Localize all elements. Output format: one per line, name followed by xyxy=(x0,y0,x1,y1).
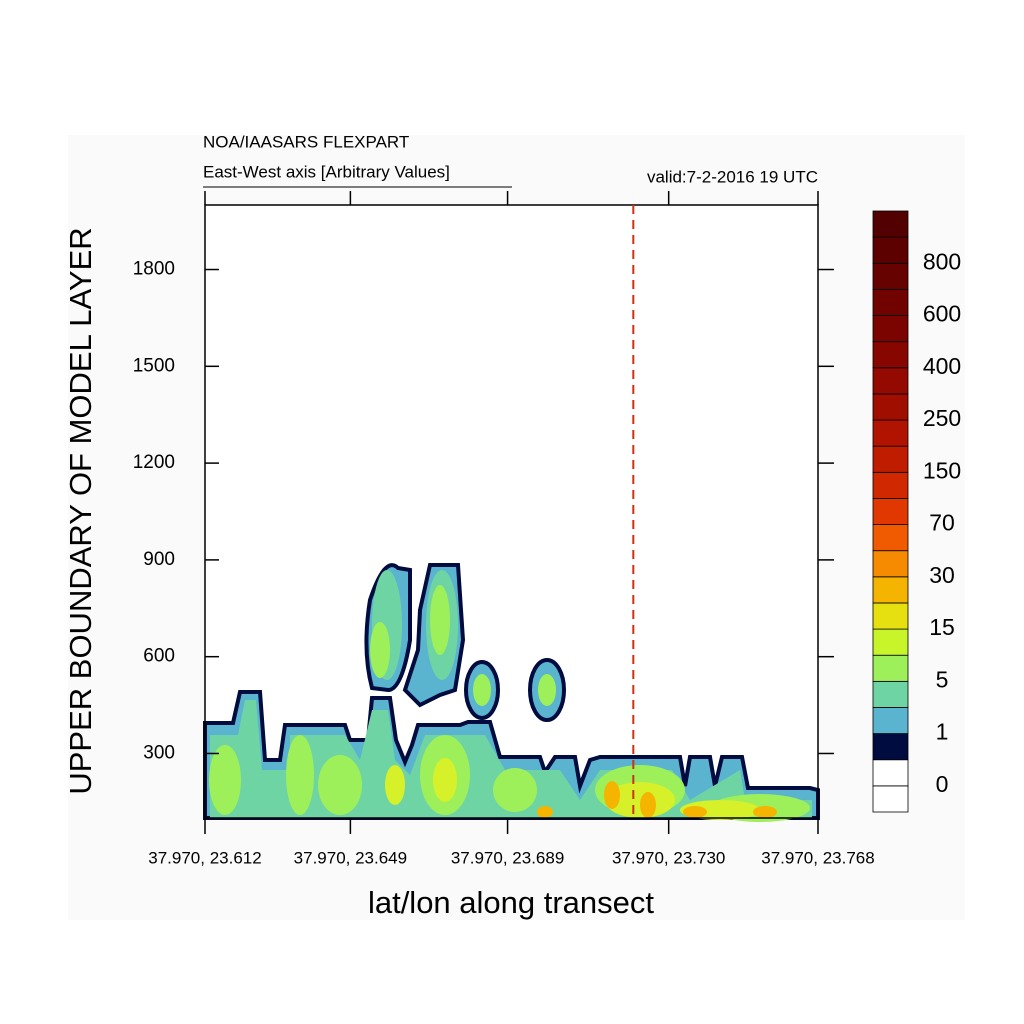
colorbar-box xyxy=(872,341,909,369)
colorbar-box xyxy=(872,262,909,290)
contour-region xyxy=(318,755,362,815)
contour-region xyxy=(430,585,450,655)
colorbar-box xyxy=(872,785,909,813)
contour-region xyxy=(537,806,553,818)
contour-region xyxy=(209,745,241,815)
colorbar-label: 30 xyxy=(929,562,955,588)
colorbar-box xyxy=(872,210,909,238)
colorbar-box xyxy=(872,236,909,264)
colorbar-box xyxy=(872,393,909,421)
plot-area xyxy=(205,205,818,818)
contour-region xyxy=(473,674,491,706)
colorbar-box xyxy=(872,680,909,708)
colorbar-box xyxy=(872,759,909,787)
contour-region xyxy=(605,782,675,818)
colorbar-label: 70 xyxy=(929,510,955,536)
contour-region xyxy=(640,792,656,818)
colorbar-box xyxy=(872,602,909,630)
contour-region xyxy=(385,765,405,805)
colorbar-box xyxy=(872,576,909,604)
colorbar-label: 800 xyxy=(923,248,961,274)
colorbar-box xyxy=(872,288,909,316)
colorbar-label: 1 xyxy=(936,719,949,745)
x-tick-label: 37.970, 23.768 xyxy=(761,848,874,867)
x-tick-label: 37.970, 23.612 xyxy=(148,848,261,867)
colorbar-box xyxy=(872,707,909,735)
colorbar-box xyxy=(872,628,909,656)
y-tick-label: 1200 xyxy=(133,452,175,473)
x-tick-label: 37.970, 23.689 xyxy=(451,848,564,867)
colorbar-label: 400 xyxy=(923,353,961,379)
y-tick-label: 1800 xyxy=(133,259,175,280)
colorbar-box xyxy=(872,445,909,473)
colorbar-box xyxy=(872,654,909,682)
colorbar-box xyxy=(872,471,909,499)
colorbar-label: 15 xyxy=(929,614,955,640)
chart-subtitle: East-West axis [Arbitrary Values] xyxy=(203,162,450,181)
colorbar-label: 250 xyxy=(923,405,961,431)
x-tick-label: 37.970, 23.730 xyxy=(612,848,725,867)
colorbar-label: 0 xyxy=(936,771,949,797)
contour-region xyxy=(433,758,457,802)
y-tick-label: 300 xyxy=(143,742,175,763)
contour-region xyxy=(753,806,777,818)
contours xyxy=(203,563,820,822)
colorbar-box xyxy=(872,315,909,343)
y-axis-label: UPPER BOUNDARY OF MODEL LAYER xyxy=(63,227,98,794)
colorbar-box xyxy=(872,419,909,447)
colorbar-box xyxy=(872,524,909,552)
contour-region xyxy=(493,768,537,812)
y-tick-label: 900 xyxy=(143,549,175,570)
contour-region xyxy=(538,674,556,706)
plot-frame xyxy=(204,204,819,819)
contour-region xyxy=(286,735,314,815)
colorbar-label: 150 xyxy=(923,457,961,483)
x-axis-label: lat/lon along transect xyxy=(368,885,654,920)
colorbar-box xyxy=(872,733,909,761)
contour-region xyxy=(604,781,620,809)
contour-region xyxy=(370,622,390,678)
colorbar-label: 600 xyxy=(923,301,961,327)
colorbar-box xyxy=(872,550,909,578)
colorbar-box xyxy=(872,367,909,395)
y-tick-label: 1500 xyxy=(133,355,175,376)
valid-time: valid:7-2-2016 19 UTC xyxy=(647,167,818,186)
chart-title: NOA/IAASARS FLEXPART xyxy=(203,132,409,151)
colorbar-label: 5 xyxy=(936,666,949,692)
colorbar-box xyxy=(872,498,909,525)
y-tick-label: 600 xyxy=(143,646,175,667)
contour-region xyxy=(683,806,707,818)
x-tick-label: 37.970, 23.649 xyxy=(294,848,407,867)
